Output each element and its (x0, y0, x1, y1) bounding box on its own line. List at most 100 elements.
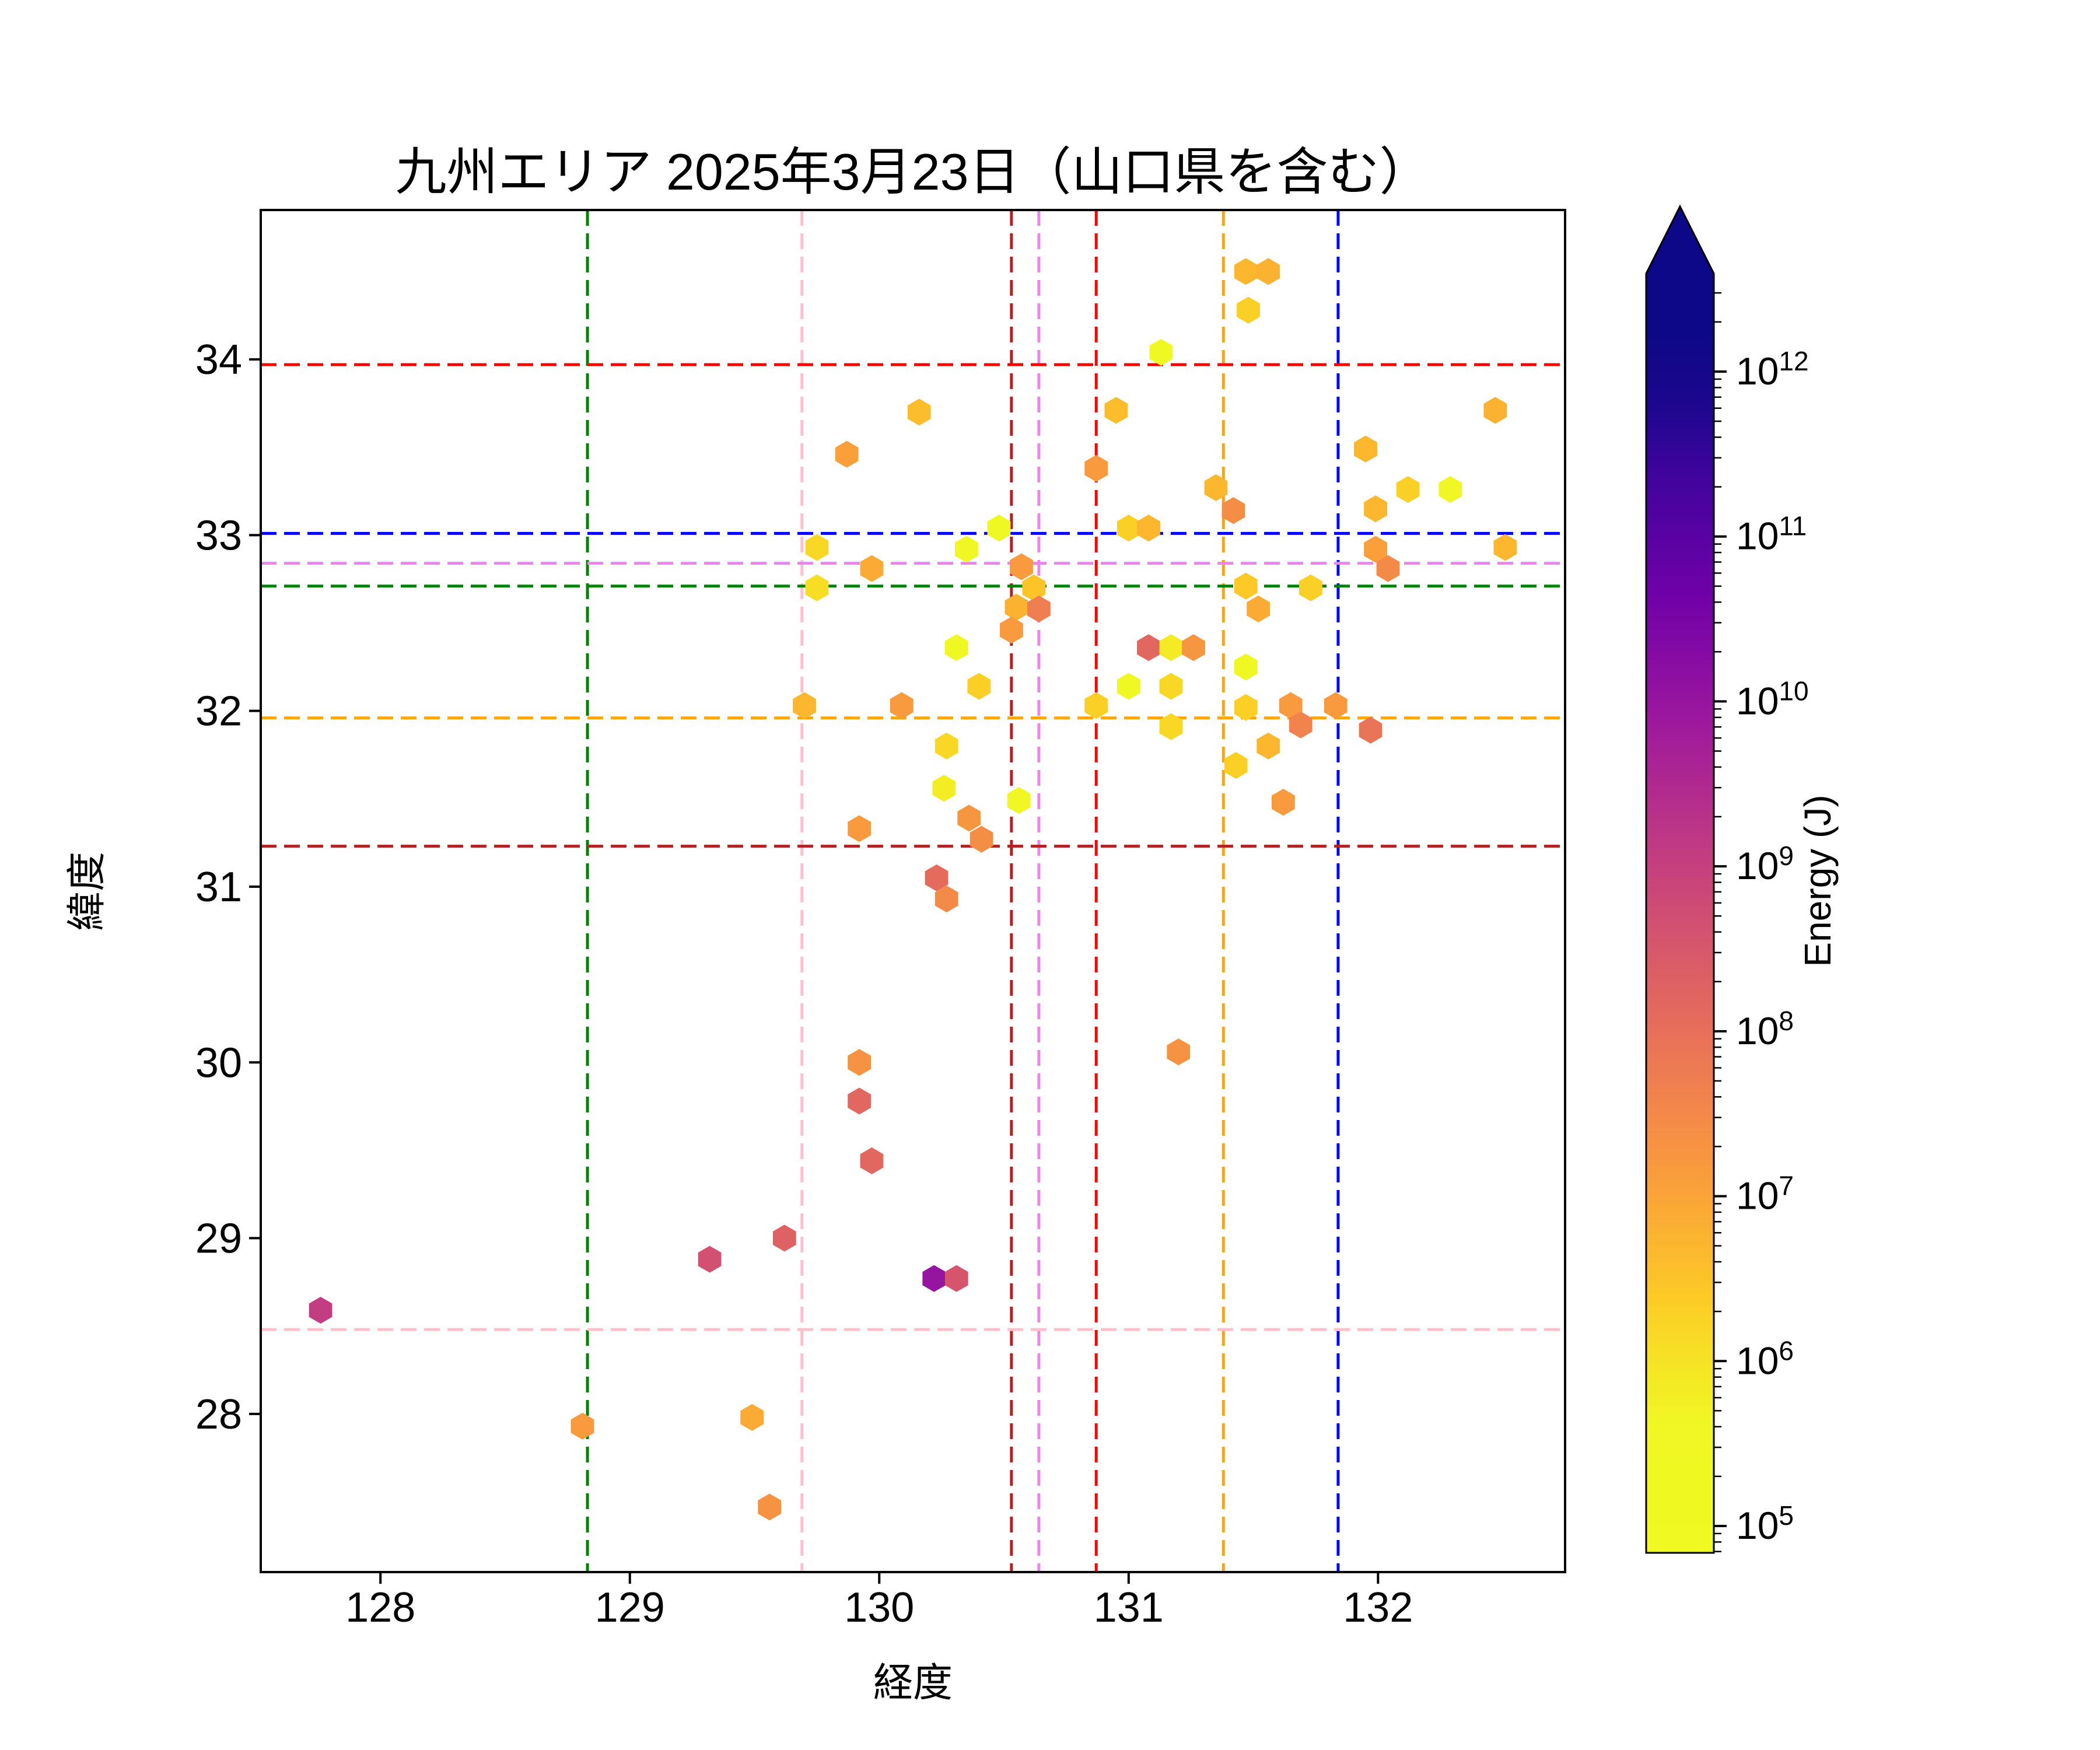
data-point-hexagon (848, 815, 871, 842)
y-tick-label: 34 (195, 337, 242, 383)
data-point-hexagon (835, 440, 859, 468)
data-point-hexagon (1084, 692, 1108, 719)
data-point-hexagon (1438, 476, 1462, 503)
x-tick-label: 132 (1343, 1584, 1413, 1631)
data-point-hexagon (1272, 789, 1295, 816)
reference-lines-layer (261, 210, 1565, 1572)
data-point-hexagon (1116, 673, 1140, 700)
y-tick-label: 30 (195, 1040, 242, 1086)
data-point-hexagon (987, 514, 1011, 542)
data-point-hexagon (932, 775, 956, 802)
data-point-hexagon (1396, 476, 1420, 503)
x-tick-label: 128 (345, 1584, 415, 1631)
data-point-hexagon (1104, 397, 1128, 424)
x-axis-label: 経度 (873, 1661, 953, 1705)
x-tick-label: 130 (844, 1584, 914, 1631)
data-point-hexagon (1159, 713, 1183, 740)
data-point-hexagon (922, 1265, 946, 1292)
colorbar-tick-label: 1010 (1736, 676, 1809, 722)
data-point-hexagon (1256, 258, 1280, 285)
data-point-hexagon (944, 634, 968, 662)
data-point-hexagon (944, 1265, 968, 1292)
data-point-hexagon (1137, 634, 1160, 662)
plot-title: 九州エリア 2025年3月23日（山口県を含む） (395, 143, 1430, 201)
data-point-hexagon (957, 804, 981, 832)
data-point-hexagon (1493, 534, 1517, 561)
data-point-hexagon (1234, 694, 1258, 721)
data-point-hexagon (1159, 634, 1183, 662)
data-point-hexagon (1149, 339, 1173, 366)
data-point-hexagon (1279, 692, 1303, 719)
axes-frame (260, 209, 1566, 1573)
data-point-hexagon (890, 692, 914, 719)
data-point-hexagon (970, 825, 993, 853)
data-point-hexagon (1204, 474, 1228, 501)
x-tick-label: 129 (595, 1584, 665, 1631)
data-point-hexagon (848, 1049, 871, 1076)
colorbar-tick-label: 105 (1736, 1500, 1794, 1547)
data-point-hexagon (805, 534, 829, 561)
data-point-hexagon (1247, 595, 1270, 622)
y-tick-label: 33 (195, 512, 242, 559)
data-points-layer (309, 258, 1517, 1521)
data-point-hexagon (1299, 574, 1322, 601)
data-point-hexagon (935, 886, 958, 913)
colorbar-tick-label: 1011 (1736, 511, 1807, 558)
data-point-hexagon (570, 1412, 594, 1440)
data-point-hexagon (1354, 435, 1377, 463)
data-point-hexagon (1005, 593, 1028, 621)
axes-layer: 128 129 130 131 132 28 29 30 31 32 33 34 (195, 209, 1566, 1631)
colorbar-tick-label: 106 (1736, 1335, 1794, 1382)
data-point-hexagon (1364, 536, 1387, 563)
data-point-hexagon (935, 732, 958, 760)
colorbar-label: Energy (J) (1797, 794, 1839, 967)
data-point-hexagon (740, 1404, 764, 1431)
y-tick-label: 29 (195, 1216, 242, 1262)
data-point-hexagon (1137, 514, 1160, 542)
data-point-hexagon (1224, 752, 1248, 779)
data-point-hexagon (1167, 1038, 1191, 1066)
y-tick-label: 28 (195, 1391, 242, 1438)
colorbar-extend-arrow (1646, 206, 1714, 274)
data-point-hexagon (925, 864, 949, 891)
data-point-hexagon (772, 1224, 796, 1252)
colorbar: 105 106 107 108 109 1010 1011 1012 (1645, 204, 1809, 1554)
data-point-hexagon (1000, 617, 1023, 644)
colorbar-tick-label: 109 (1736, 841, 1794, 887)
colorbar-tick-label: 1012 (1736, 346, 1809, 393)
colorbar-tick-label: 107 (1736, 1171, 1794, 1217)
data-point-hexagon (1022, 574, 1046, 601)
data-point-hexagon (1010, 553, 1033, 580)
data-point-hexagon (1116, 514, 1140, 542)
data-point-hexagon (1007, 787, 1031, 814)
data-point-hexagon (793, 692, 816, 719)
data-point-hexagon (967, 673, 991, 700)
data-point-hexagon (1256, 732, 1280, 760)
data-point-hexagon (1222, 497, 1245, 524)
data-point-hexagon (848, 1087, 871, 1115)
y-axis-label: 緯度 (65, 852, 109, 931)
colorbar-gradient (1646, 274, 1714, 1553)
data-point-hexagon (1234, 653, 1258, 681)
data-point-hexagon (1289, 711, 1312, 738)
data-point-hexagon (1376, 555, 1400, 582)
colorbar-tick-label: 108 (1736, 1006, 1794, 1052)
data-point-hexagon (698, 1245, 722, 1273)
data-point-hexagon (805, 574, 829, 601)
data-point-hexagon (1159, 673, 1183, 700)
data-point-hexagon (907, 398, 931, 426)
data-point-hexagon (955, 536, 978, 563)
data-point-hexagon (1084, 454, 1108, 482)
data-point-hexagon (1027, 595, 1051, 622)
data-point-hexagon (309, 1297, 332, 1324)
data-point-hexagon (1182, 634, 1205, 662)
colorbar-outline (1645, 204, 1715, 1554)
data-point-hexagon (1483, 397, 1507, 424)
data-point-hexagon (1364, 495, 1387, 523)
data-point-hexagon (860, 1147, 884, 1174)
data-point-hexagon (1324, 692, 1348, 719)
y-tick-label: 31 (195, 864, 242, 911)
data-point-hexagon (758, 1493, 782, 1521)
x-tick-label: 131 (1094, 1584, 1164, 1631)
